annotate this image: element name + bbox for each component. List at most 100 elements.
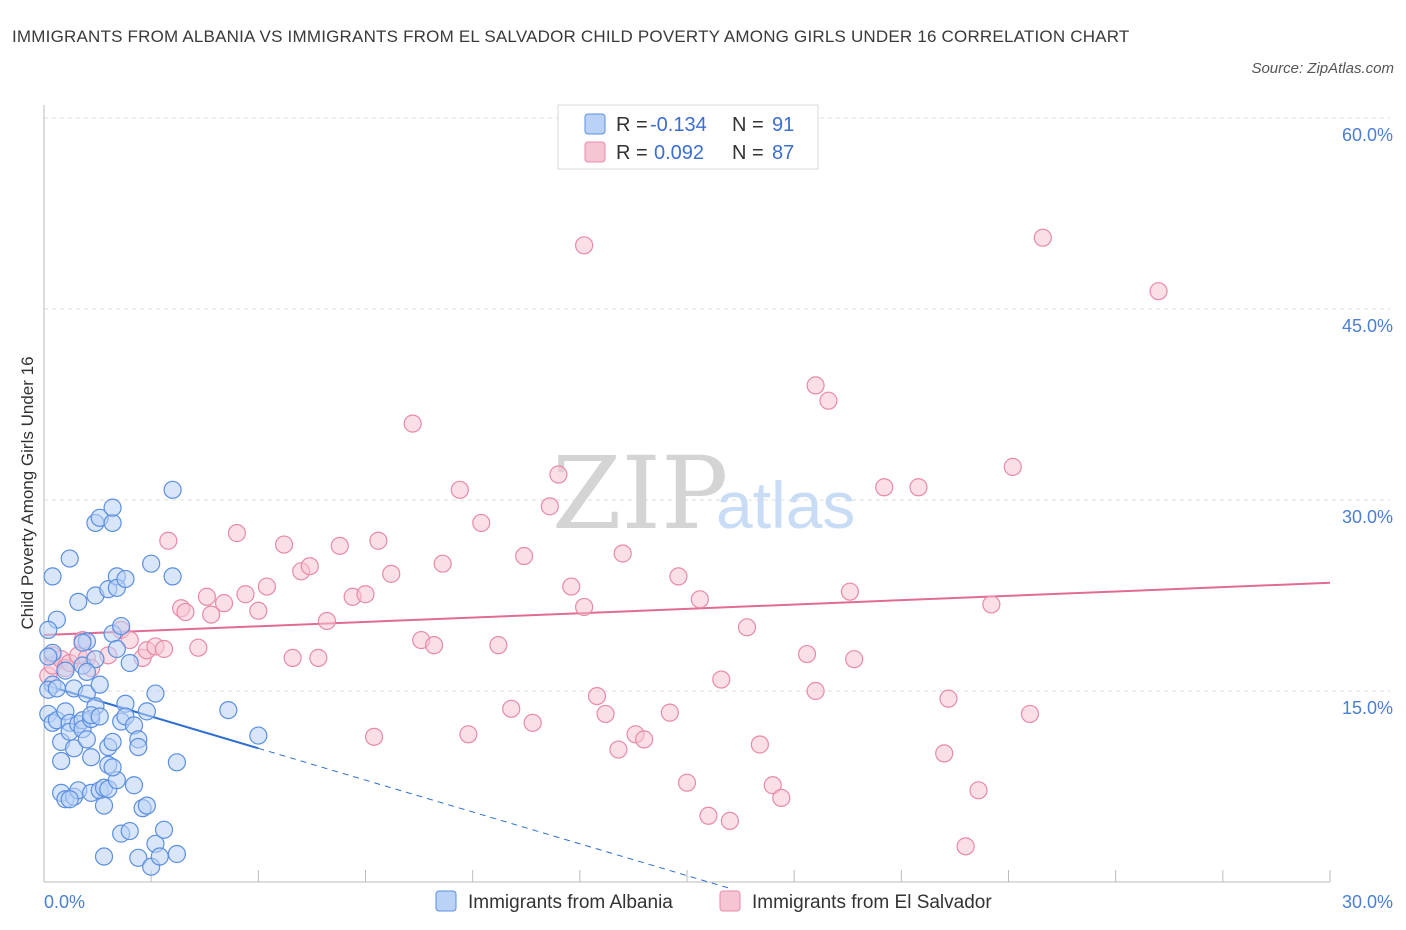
x-tick-marks xyxy=(150,870,1331,882)
legend-swatch-elsalvador xyxy=(584,141,606,163)
point-elsalvador xyxy=(274,535,294,554)
point-albania xyxy=(103,758,122,777)
point-albania xyxy=(129,848,148,867)
legend-swatch-albania xyxy=(584,113,606,135)
point-albania xyxy=(137,702,156,721)
point-elsalvador xyxy=(356,585,375,604)
point-elsalvador xyxy=(176,602,195,622)
point-elsalvador xyxy=(549,465,568,484)
point-elsalvador xyxy=(956,837,975,856)
bottom-legend-label-albania: Immigrants from Albania xyxy=(468,892,673,913)
point-albania xyxy=(94,847,114,866)
point-elsalvador xyxy=(969,781,988,800)
watermark-zip: ZIP xyxy=(552,435,728,552)
point-elsalvador xyxy=(806,376,825,395)
source-label: Source: ZipAtlas.com xyxy=(1251,60,1394,77)
y-tick-label: 45.0% xyxy=(1342,316,1393,336)
point-albania xyxy=(163,567,182,586)
point-elsalvador xyxy=(459,725,478,744)
point-elsalvador xyxy=(300,557,319,576)
point-elsalvador xyxy=(523,713,542,732)
point-albania xyxy=(219,700,238,720)
point-elsalvador xyxy=(1003,457,1022,476)
point-albania xyxy=(129,737,148,757)
point-elsalvador xyxy=(660,703,679,722)
legend-r-value-elsalvador: 0.092 xyxy=(654,142,704,164)
point-elsalvador xyxy=(424,636,444,655)
trend-elsalvador-solid xyxy=(43,581,1331,636)
point-albania xyxy=(116,569,135,589)
point-elsalvador xyxy=(613,544,632,563)
point-elsalvador xyxy=(939,689,958,708)
point-albania xyxy=(150,847,169,866)
point-elsalvador xyxy=(935,744,954,763)
point-albania xyxy=(43,567,62,586)
legend-r-label-elsalvador: R = xyxy=(616,142,648,164)
point-elsalvador xyxy=(309,648,328,667)
point-elsalvador xyxy=(433,554,452,573)
point-elsalvador xyxy=(669,567,688,586)
point-albania xyxy=(146,684,165,703)
point-elsalvador xyxy=(197,587,216,606)
watermark-atlas: atlas xyxy=(716,468,855,542)
point-albania xyxy=(39,647,58,666)
trend-albania-dashed xyxy=(258,747,731,889)
point-elsalvador xyxy=(750,735,769,754)
point-albania xyxy=(90,675,109,694)
correlation-legend: R = -0.134 N = 91 R = 0.092 N = 87 xyxy=(557,104,819,170)
point-albania xyxy=(39,620,58,639)
point-elsalvador xyxy=(806,681,825,701)
bottom-legend: Immigrants from Albania Immigrants from … xyxy=(435,890,992,913)
point-albania xyxy=(124,776,144,795)
point-albania xyxy=(163,480,182,499)
point-elsalvador xyxy=(249,601,268,620)
point-albania xyxy=(64,739,84,758)
point-albania xyxy=(112,616,131,636)
point-elsalvador xyxy=(189,638,208,657)
point-elsalvador xyxy=(819,391,838,410)
y-axis-label: Child Poverty Among Girls Under 16 xyxy=(18,356,37,629)
point-albania xyxy=(73,633,92,652)
point-elsalvador xyxy=(283,648,302,667)
point-elsalvador xyxy=(797,644,817,664)
point-elsalvador xyxy=(154,639,174,659)
point-elsalvador xyxy=(1149,282,1168,301)
point-elsalvador xyxy=(502,699,521,718)
point-elsalvador xyxy=(690,590,709,609)
point-elsalvador xyxy=(875,478,894,497)
point-elsalvador xyxy=(635,730,654,749)
point-albania xyxy=(120,821,139,841)
grid-lines xyxy=(44,117,1390,692)
point-albania xyxy=(103,513,122,533)
bottom-legend-swatch-elsalvador xyxy=(719,890,741,912)
point-elsalvador xyxy=(763,776,782,795)
point-elsalvador xyxy=(840,582,859,601)
watermark: ZIP atlas xyxy=(552,435,855,552)
point-elsalvador xyxy=(1033,228,1052,247)
point-albania xyxy=(94,796,114,815)
trend-line-elsalvador xyxy=(43,581,1331,636)
point-albania xyxy=(60,790,79,809)
point-albania xyxy=(77,684,96,703)
point-albania xyxy=(86,650,105,669)
point-albania xyxy=(52,751,71,771)
legend-r-value-albania: -0.134 xyxy=(650,114,707,136)
point-elsalvador xyxy=(330,536,349,555)
point-elsalvador xyxy=(982,595,1001,614)
y-tick-label: 60.0% xyxy=(1342,125,1393,145)
point-elsalvador xyxy=(720,811,739,830)
point-elsalvador xyxy=(120,630,139,650)
legend-n-value-albania: 91 xyxy=(772,114,794,136)
point-elsalvador xyxy=(515,546,534,566)
point-albania xyxy=(82,748,101,767)
point-albania xyxy=(249,726,268,745)
legend-n-label-elsalvador: N = xyxy=(732,142,764,164)
bottom-legend-label-elsalvador: Immigrants from El Salvador xyxy=(752,892,992,913)
point-elsalvador xyxy=(364,727,384,746)
point-elsalvador xyxy=(677,773,697,792)
point-elsalvador xyxy=(609,740,628,759)
x-tick-label-min: 0.0% xyxy=(44,892,85,912)
point-elsalvador xyxy=(575,236,594,255)
y-tick-label: 15.0% xyxy=(1342,698,1393,718)
